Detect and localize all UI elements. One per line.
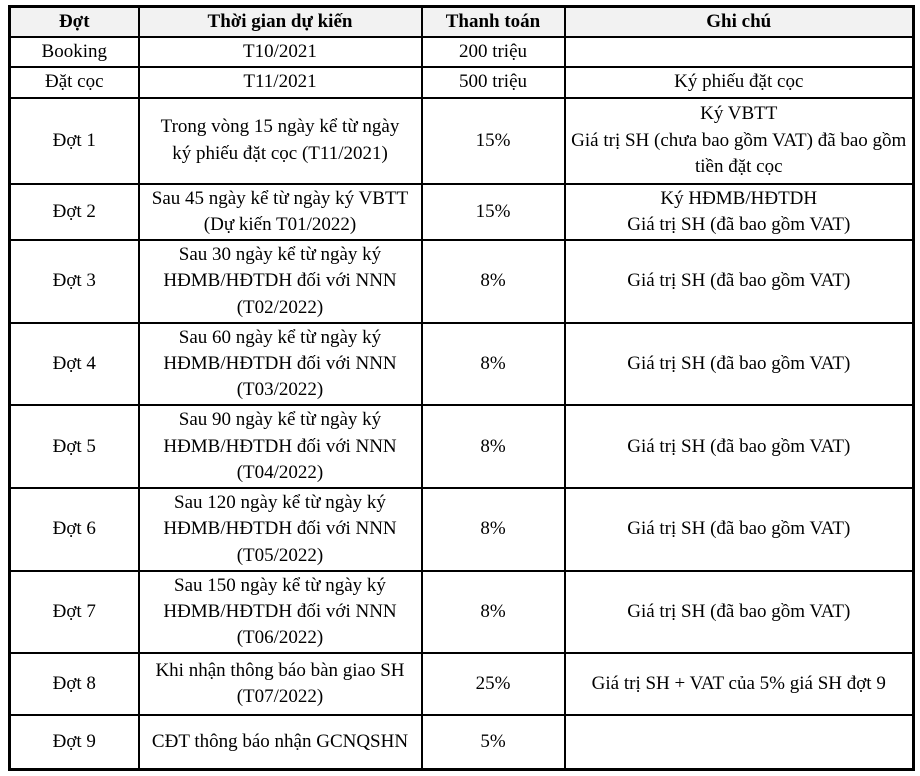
cell-time: Sau 60 ngày kể từ ngày ký HĐMB/HĐTDH đối… (137, 321, 423, 407)
cell-time: Trong vòng 15 ngày kể từ ngày ký phiếu đ… (137, 96, 423, 185)
cell-dot: Đợt 6 (8, 487, 140, 572)
cell-time: T10/2021 (137, 36, 423, 69)
cell-payment: 8% (420, 569, 566, 655)
cell-payment: 8% (420, 404, 566, 490)
cell-dot: Đợt 3 (8, 239, 140, 324)
table-row-dat-coc: Đặt cọc T11/2021 500 triệu Ký phiếu đặt … (8, 66, 915, 99)
cell-payment: 8% (420, 239, 566, 324)
cell-note: Giá trị SH + VAT của 5% giá SH đợt 9 (563, 652, 915, 717)
cell-time: Sau 45 ngày kể từ ngày ký VBTT (Dự kiến … (137, 182, 423, 242)
cell-dot: Đợt 8 (8, 652, 140, 717)
cell-dot: Đợt 9 (8, 714, 140, 771)
cell-note: Giá trị SH (đã bao gồm VAT) (563, 239, 915, 324)
table-row-dot-9: Đợt 9 CĐT thông báo nhận GCNQSHN 5% (8, 714, 915, 771)
cell-time: CĐT thông báo nhận GCNQSHN (137, 714, 423, 771)
cell-dot: Đợt 2 (8, 182, 140, 242)
cell-payment: 8% (420, 321, 566, 407)
cell-dot: Đặt cọc (8, 66, 140, 99)
cell-note (563, 714, 915, 771)
cell-time: Sau 120 ngày kể từ ngày ký HĐMB/HĐTDH đố… (137, 487, 423, 572)
cell-payment: 5% (420, 714, 566, 771)
cell-note: Giá trị SH (đã bao gồm VAT) (563, 487, 915, 572)
cell-dot: Đợt 1 (8, 96, 140, 185)
cell-note: Ký HĐMB/HĐTDH Giá trị SH (đã bao gồm VAT… (563, 182, 915, 242)
column-header-note: Ghi chú (563, 5, 915, 39)
cell-note: Giá trị SH (đã bao gồm VAT) (563, 404, 915, 490)
cell-note: Giá trị SH (đã bao gồm VAT) (563, 569, 915, 655)
cell-dot: Booking (8, 36, 140, 69)
cell-note: Giá trị SH (đã bao gồm VAT) (563, 321, 915, 407)
column-header-payment: Thanh toán (420, 5, 566, 39)
table-row-dot-4: Đợt 4 Sau 60 ngày kể từ ngày ký HĐMB/HĐT… (8, 321, 915, 407)
table-row-booking: Booking T10/2021 200 triệu (8, 36, 915, 69)
column-header-time: Thời gian dự kiến (137, 5, 423, 39)
table-row-dot-5: Đợt 5 Sau 90 ngày kể từ ngày ký HĐMB/HĐT… (8, 404, 915, 490)
cell-payment: 500 triệu (420, 66, 566, 99)
cell-time: Khi nhận thông báo bàn giao SH (T07/2022… (137, 652, 423, 717)
table-row-dot-6: Đợt 6 Sau 120 ngày kể từ ngày ký HĐMB/HĐ… (8, 487, 915, 572)
cell-payment: 15% (420, 96, 566, 185)
cell-dot: Đợt 5 (8, 404, 140, 490)
column-header-dot: Đợt (8, 5, 140, 39)
table-row-dot-2: Đợt 2 Sau 45 ngày kể từ ngày ký VBTT (Dự… (8, 182, 915, 242)
cell-payment: 200 triệu (420, 36, 566, 69)
cell-payment: 15% (420, 182, 566, 242)
table-row-dot-7: Đợt 7 Sau 150 ngày kể từ ngày ký HĐMB/HĐ… (8, 569, 915, 655)
cell-time: T11/2021 (137, 66, 423, 99)
payment-schedule-table: Đợt Thời gian dự kiến Thanh toán Ghi chú… (8, 5, 915, 771)
cell-dot: Đợt 4 (8, 321, 140, 407)
cell-time: Sau 30 ngày kể từ ngày ký HĐMB/HĐTDH đối… (137, 239, 423, 324)
cell-dot: Đợt 7 (8, 569, 140, 655)
table-row-dot-1: Đợt 1 Trong vòng 15 ngày kể từ ngày ký p… (8, 96, 915, 185)
cell-note: Ký VBTT Giá trị SH (chưa bao gồm VAT) đã… (563, 96, 915, 185)
table-row-dot-3: Đợt 3 Sau 30 ngày kể từ ngày ký HĐMB/HĐT… (8, 239, 915, 324)
table-row-dot-8: Đợt 8 Khi nhận thông báo bàn giao SH (T0… (8, 652, 915, 717)
cell-note: Ký phiếu đặt cọc (563, 66, 915, 99)
cell-payment: 8% (420, 487, 566, 572)
cell-payment: 25% (420, 652, 566, 717)
cell-note (563, 36, 915, 69)
header-row: Đợt Thời gian dự kiến Thanh toán Ghi chú (8, 5, 915, 39)
cell-time: Sau 150 ngày kể từ ngày ký HĐMB/HĐTDH đố… (137, 569, 423, 655)
cell-time: Sau 90 ngày kể từ ngày ký HĐMB/HĐTDH đối… (137, 404, 423, 490)
